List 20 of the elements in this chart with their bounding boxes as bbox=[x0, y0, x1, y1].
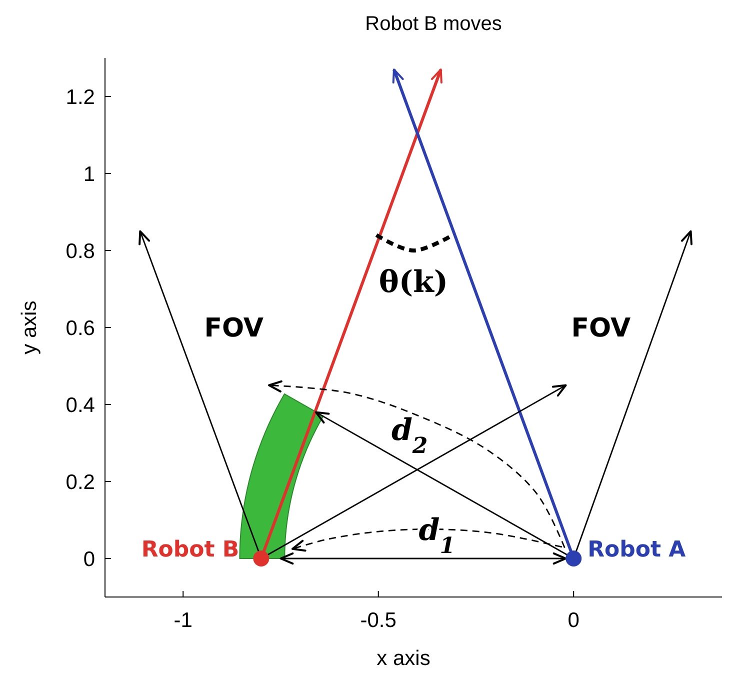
y-tick-label: 0.8 bbox=[66, 240, 95, 263]
y-tick-label: 0.6 bbox=[66, 316, 95, 340]
annotation: FOV bbox=[571, 314, 631, 344]
y-tick-label: 0.4 bbox=[66, 394, 96, 417]
annotation: d$_{1}$ bbox=[418, 513, 456, 560]
series-label: Robot B bbox=[141, 538, 240, 562]
x-tick-label: -0.5 bbox=[360, 609, 396, 632]
y-axis-title: y axis bbox=[18, 300, 41, 354]
y-tick-label: 1 bbox=[83, 162, 95, 186]
x-axis-title: x axis bbox=[376, 647, 430, 670]
x-tick-label: 0 bbox=[568, 609, 580, 632]
y-tick-label: 0 bbox=[83, 548, 95, 571]
y-tick-label: 1.2 bbox=[66, 86, 95, 109]
annotation: d$_{2}$ bbox=[391, 413, 428, 460]
y-tick-label: 0.2 bbox=[66, 470, 95, 494]
chart-title: Robot B moves bbox=[365, 13, 502, 35]
annotation: θ(k) bbox=[378, 264, 448, 300]
annotation: FOV bbox=[204, 314, 264, 344]
x-tick-label: -1 bbox=[174, 609, 192, 632]
series-label: Robot A bbox=[588, 538, 686, 562]
